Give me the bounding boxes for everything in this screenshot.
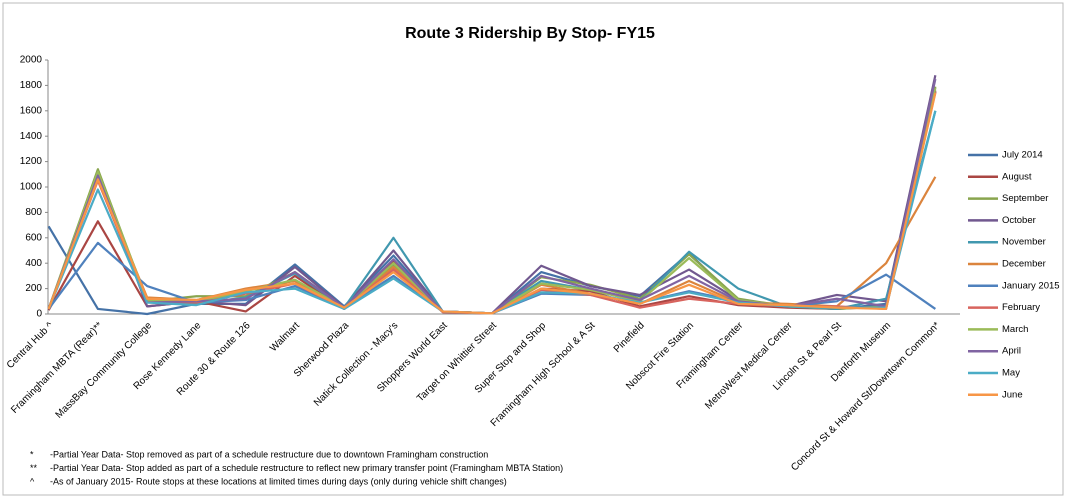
y-tick-label: 1400: [20, 131, 43, 142]
y-tick-label: 1200: [20, 156, 43, 167]
legend-label: March: [1002, 324, 1028, 335]
legend-label: June: [1002, 389, 1023, 400]
footnote-text: -Partial Year Data- Stop added as part o…: [50, 463, 563, 473]
legend-label: May: [1002, 368, 1020, 379]
footnote-text: -As of January 2015- Route stops at thes…: [50, 476, 507, 486]
y-tick-label: 200: [25, 283, 42, 294]
y-tick-label: 1000: [20, 182, 43, 193]
legend-label: September: [1002, 193, 1048, 204]
legend-label: October: [1002, 215, 1036, 226]
chart-title: Route 3 Ridership By Stop- FY15: [405, 25, 655, 42]
footnote-marker: *: [30, 449, 34, 459]
series-line: [47, 92, 937, 315]
legend-label: April: [1002, 346, 1021, 357]
legend-label: January 2015: [1002, 280, 1060, 291]
y-tick-label: 600: [25, 232, 42, 243]
footnote-marker: ^: [30, 476, 35, 486]
y-tick-label: 1800: [20, 80, 43, 91]
y-tick-label: 1600: [20, 105, 43, 116]
legend-label: August: [1002, 171, 1032, 182]
legend-label: February: [1002, 302, 1040, 313]
footnote-marker: **: [30, 463, 38, 473]
legend-label: December: [1002, 259, 1046, 270]
footnote-text: -Partial Year Data- Stop removed as part…: [50, 449, 488, 459]
y-tick-label: 0: [36, 309, 42, 320]
y-tick-label: 800: [25, 207, 42, 218]
y-tick-label: 2000: [20, 55, 43, 66]
legend-label: November: [1002, 237, 1046, 248]
y-tick-label: 400: [25, 258, 42, 269]
legend-label: July 2014: [1002, 150, 1043, 161]
